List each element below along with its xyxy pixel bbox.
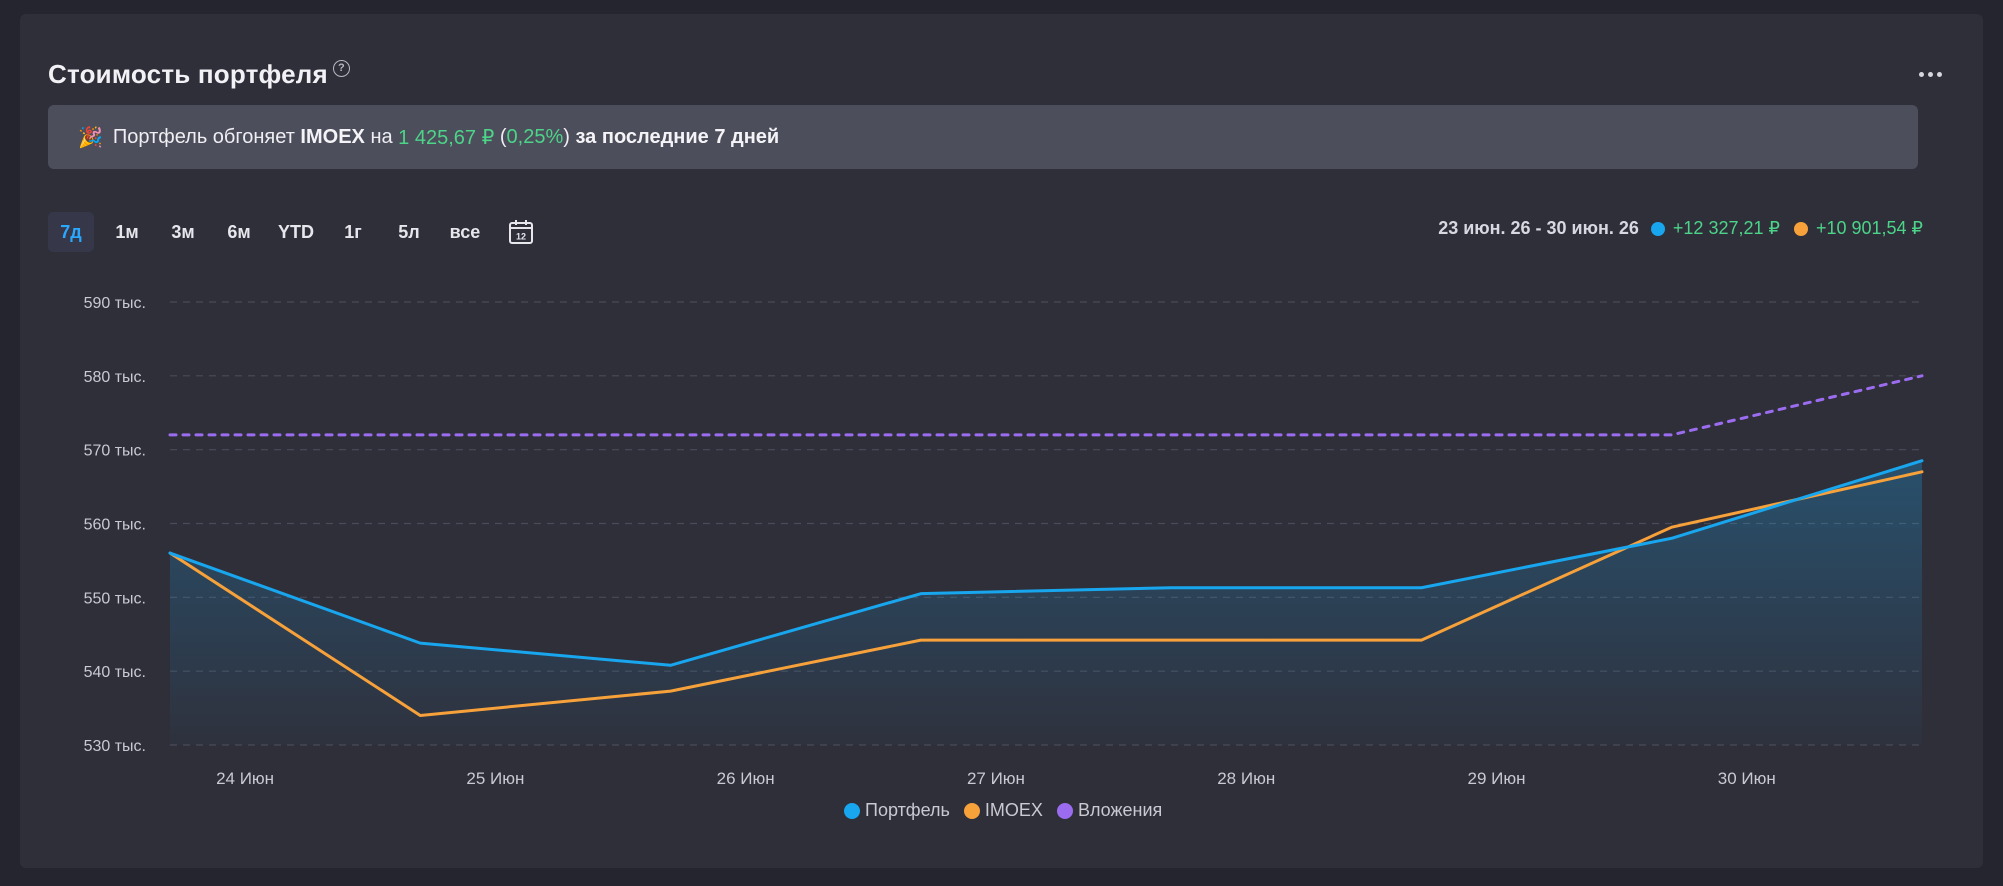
period-5y[interactable]: 5л	[398, 221, 420, 242]
legend-investments-label: Вложения	[1077, 800, 1163, 820]
y-tick-label: 570 тыс.	[84, 443, 146, 460]
banner-open-paren: (	[499, 125, 507, 148]
banner-prefix: Портфель обгоняет	[112, 125, 295, 148]
banner-amount: 1 425,67 ₽	[398, 126, 495, 149]
period-all[interactable]: все	[449, 221, 481, 242]
more-options-icon[interactable]	[1915, 62, 1945, 86]
range-summary: 23 июн. 26 - 30 июн. 26 +12 327,21 ₽ +10…	[1438, 218, 1923, 239]
page-title: Стоимость портфеля	[48, 59, 328, 89]
investments-line	[168, 374, 1924, 437]
y-tick-label: 580 тыс.	[84, 369, 146, 386]
period-3m[interactable]: 3м	[171, 221, 195, 242]
x-tick-label: 28 Июн	[1217, 769, 1275, 788]
banner-suffix: за последние 7 дней	[575, 125, 780, 148]
chart-legend: Портфель IMOEX Вложения	[844, 800, 1176, 821]
portfolio-change: +12 327,21 ₽	[1672, 218, 1780, 238]
legend-portfolio[interactable]: Портфель	[844, 800, 950, 821]
legend-investments[interactable]: Вложения	[1056, 800, 1163, 821]
party-popper-icon: 🎉	[78, 126, 103, 149]
imoex-change: +10 901,54 ₽	[1815, 218, 1923, 238]
legend-portfolio-dot-icon	[844, 802, 860, 819]
portfolio-line	[168, 459, 1924, 667]
period-7d[interactable]: 7д	[48, 212, 94, 252]
x-tick-label: 25 Июн	[466, 769, 524, 788]
legend-investments-dot-icon	[1056, 802, 1073, 819]
y-tick-label: 590 тыс.	[84, 295, 146, 312]
x-tick-label: 27 Июн	[967, 769, 1025, 788]
x-tick-label: 24 Июн	[216, 769, 274, 788]
y-tick-label: 560 тыс.	[84, 517, 146, 534]
period-1y[interactable]: 1г	[344, 221, 362, 242]
legend-imoex[interactable]: IMOEX	[963, 800, 1043, 821]
legend-imoex-label: IMOEX	[984, 800, 1043, 820]
banner-percent: 0,25%	[506, 125, 564, 148]
y-tick-label: 550 тыс.	[84, 590, 146, 607]
y-tick-label: 540 тыс.	[84, 664, 146, 681]
title-row: Стоимость портфеля ?	[48, 56, 350, 96]
legend-imoex-dot-icon	[963, 802, 980, 819]
x-tick-label: 26 Июн	[717, 769, 775, 788]
x-tick-label: 29 Июн	[1468, 769, 1526, 788]
period-6m[interactable]: 6м	[227, 221, 251, 242]
imoex-dot-icon	[1793, 221, 1808, 236]
period-1m[interactable]: 1м	[115, 221, 139, 242]
banner-close-paren: )	[563, 125, 570, 148]
period-selector: 7д 1м 3м 6м YTD 1г 5л все 12	[48, 212, 544, 252]
banner-on: на	[370, 125, 393, 148]
banner-index: IMOEX	[300, 125, 365, 148]
comparison-banner: 🎉 Портфель обгоняет IMOEX на 1 425,67 ₽ …	[48, 105, 1918, 169]
help-icon[interactable]: ?	[332, 60, 350, 77]
period-ytd[interactable]: YTD	[278, 221, 314, 242]
calendar-day: 12	[516, 232, 526, 242]
x-tick-label: 30 Июн	[1718, 769, 1776, 788]
portfolio-area	[170, 460, 1922, 745]
range-dates: 23 июн. 26 - 30 июн. 26	[1438, 218, 1639, 238]
legend-portfolio-label: Портфель	[865, 800, 950, 820]
portfolio-dot-icon	[1650, 221, 1665, 236]
calendar-icon[interactable]: 12	[498, 212, 544, 252]
y-tick-label: 530 тыс.	[84, 738, 146, 755]
